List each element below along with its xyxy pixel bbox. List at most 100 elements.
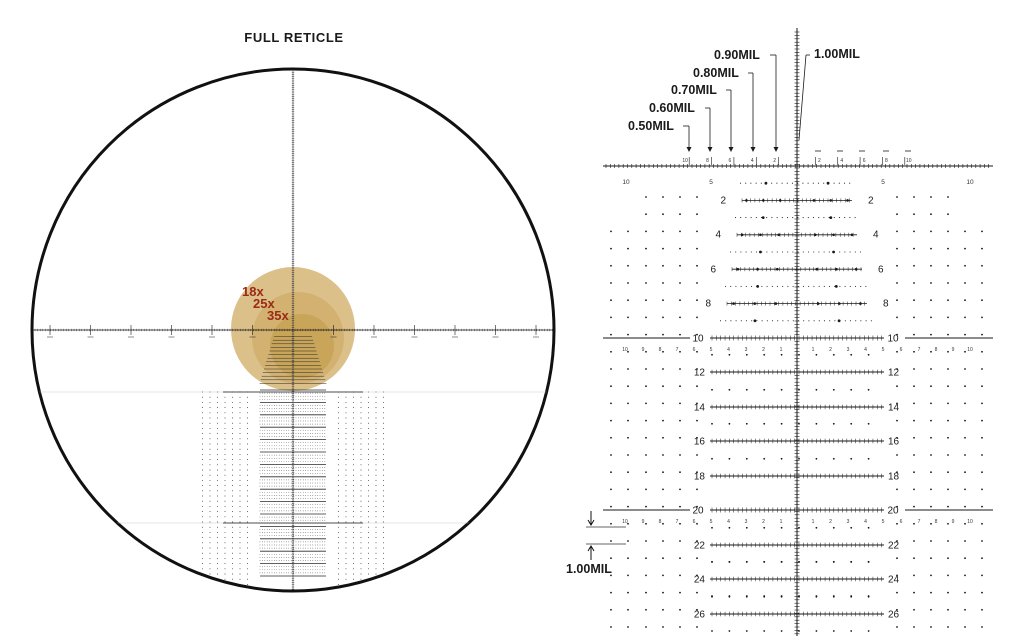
full-tree-dot [274, 473, 275, 475]
tree-row-hold-dot [753, 319, 757, 323]
full-tree-dot [269, 420, 270, 422]
full-tree-dot [298, 398, 299, 400]
full-tree-dot [314, 553, 316, 555]
full-wind-dot [345, 568, 347, 570]
tree-row-dot [813, 251, 815, 253]
full-tree-dot [293, 572, 294, 574]
wind-hold-dot [610, 540, 612, 542]
full-tree-dot [266, 411, 268, 413]
full-tree-dot [314, 507, 316, 509]
full-tree-dot [271, 544, 273, 546]
inner-row-number: 1 [812, 347, 815, 353]
full-tree-dot [322, 448, 323, 450]
wind-hold-dot [896, 230, 898, 233]
wind-hold-dot [896, 488, 898, 491]
full-tree-dot [305, 454, 306, 456]
wind-hold-dot [913, 574, 915, 577]
full-wind-dot [345, 563, 347, 565]
full-wind-dot [383, 417, 384, 419]
full-tree-dot [312, 408, 314, 409]
tree-row-dot [839, 285, 841, 287]
full-tree-dot [274, 454, 275, 456]
wind-hold-dot [679, 385, 681, 388]
full-tree-dot [278, 569, 280, 571]
full-tree-dot [307, 566, 309, 568]
full-wind-dot [239, 453, 241, 455]
full-wind-dot [345, 500, 347, 502]
full-tree-dot [300, 495, 302, 496]
full-wind-dot [217, 474, 218, 476]
full-tree-dot [269, 553, 270, 555]
full-tree-dot [281, 417, 282, 419]
full-tree-dot [305, 507, 306, 509]
full-wind-dot [239, 526, 241, 528]
tree-row-hold-dot [759, 233, 762, 237]
tree-row-dot [735, 251, 737, 253]
full-tree-dot [310, 398, 311, 400]
full-tree-dot [278, 405, 280, 406]
full-tree-dot [324, 436, 326, 437]
wind-hold-dot [679, 419, 681, 422]
full-tree-dot [278, 485, 280, 487]
full-wind-dot [217, 479, 218, 481]
callout-arrow-icon [773, 147, 779, 152]
tree-row-dot [849, 320, 852, 322]
full-wind-dot [217, 537, 218, 539]
full-tree-dot [298, 516, 299, 518]
full-tree-dot [314, 436, 316, 437]
full-tree-dot [278, 470, 280, 471]
full-wind-dot [360, 547, 362, 549]
full-wind-dot [360, 557, 362, 559]
full-tree-dot [262, 572, 263, 574]
full-tree-dot [290, 479, 292, 481]
lower-tree-hold-dot [780, 595, 783, 597]
full-tree-dot [319, 569, 321, 571]
full-tree-dot [274, 433, 275, 434]
tree-row-dot [843, 182, 846, 184]
full-wind-dot [224, 485, 226, 487]
full-tree-dot [305, 395, 306, 397]
full-tree-dot [286, 557, 287, 558]
lower-tree-label-left: 14 [694, 403, 706, 414]
full-tree-dot [266, 442, 268, 444]
full-tree-dot [295, 544, 297, 546]
full-wind-dot [360, 401, 362, 403]
lower-tree-hold-dot [745, 526, 748, 529]
wind-hold-dot [645, 230, 647, 233]
full-wind-dot [360, 552, 362, 554]
full-wind-dot [375, 464, 377, 466]
full-tree-dot [312, 482, 314, 484]
full-wind-dot [232, 464, 233, 466]
tree-row-dot [730, 320, 732, 322]
full-tree-dot [278, 544, 280, 546]
full-tree-dot [293, 557, 294, 558]
tree-row-dot [776, 285, 779, 287]
full-tree-dot [319, 457, 321, 459]
full-tree-dot [278, 479, 280, 481]
full-tree-dot [266, 535, 268, 537]
full-tree-dot [262, 544, 263, 546]
full-wind-dot [368, 474, 369, 476]
full-wind-dot [360, 433, 362, 435]
wind-hold-dot [964, 488, 966, 491]
full-wind-dot [217, 443, 218, 445]
full-tree-dot [307, 572, 309, 574]
full-wind-dot [338, 485, 339, 487]
tree-row-dot [844, 217, 846, 219]
wind-hold-dot [696, 196, 698, 198]
full-tree-dot [312, 510, 314, 512]
full-wind-dot [345, 490, 347, 492]
full-tree-dot [305, 544, 306, 546]
full-tree-dot [302, 544, 304, 546]
full-tree-dot [264, 445, 266, 447]
full-tree-dot [286, 442, 287, 444]
tree-row-dot [750, 217, 752, 219]
full-tree-dot [269, 532, 270, 533]
lower-tree-hold-dot [798, 630, 800, 632]
full-tree-dot [324, 544, 326, 546]
wide-row-number: 10 [967, 347, 973, 353]
full-wind-dot [345, 433, 347, 435]
full-wind-dot [239, 495, 241, 497]
lower-tree-hold-dot [763, 388, 766, 391]
